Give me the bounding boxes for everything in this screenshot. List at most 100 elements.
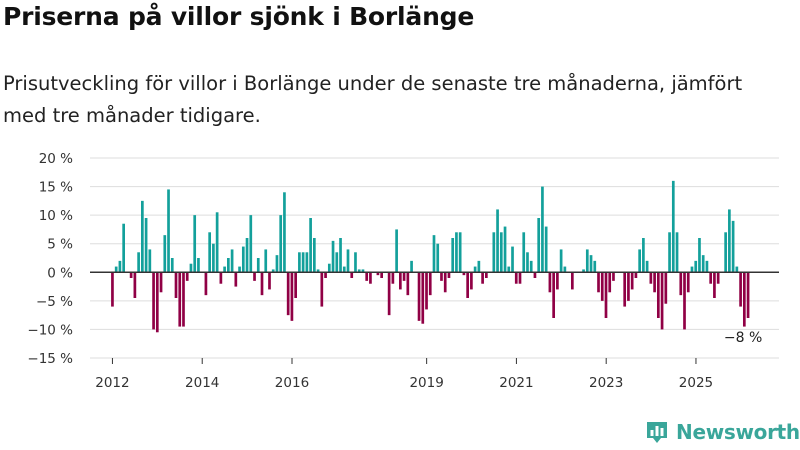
bar [111,272,114,307]
bar [589,255,593,273]
bar [141,200,144,273]
bar [690,266,694,273]
bar [174,272,178,298]
bar [701,255,705,273]
bar [271,269,275,273]
bar [518,272,522,284]
bar [473,266,477,273]
bar [570,272,574,290]
bar [361,269,365,273]
bar [645,260,649,273]
bar [593,260,597,273]
bar [432,235,436,273]
bar [537,218,541,273]
bar [417,272,421,321]
bar [698,238,701,273]
bar [137,252,140,273]
y-tick-label: 0 % [47,265,73,281]
bar [286,272,290,316]
x-tick-label: 2014 [185,375,219,391]
bar [485,272,488,278]
bar [612,272,615,281]
bar [668,232,671,273]
bar [208,232,211,273]
bar [511,246,514,273]
bar [204,272,208,296]
bar [354,252,357,273]
x-tick-label: 2016 [275,375,309,391]
last-value-annotation: −8 % [724,330,762,346]
bar [499,232,503,273]
bar [604,272,608,318]
bar [739,272,742,307]
bar [327,263,331,273]
bar [253,272,256,281]
bar [212,243,215,273]
bar [144,218,148,273]
bars [111,180,750,333]
bar [410,260,413,273]
bar [552,272,555,318]
bar [451,238,455,273]
bar [309,218,312,273]
bar [305,252,309,273]
bar [346,249,350,273]
bar [496,209,499,273]
bar [283,192,286,273]
bar [122,223,125,273]
bar [316,269,320,273]
bar [197,258,200,273]
y-tick-label: 10 % [39,208,73,224]
x-tick-label: 2023 [589,375,623,391]
bar [376,272,380,276]
chart-title: Priserna på villor sjönk i Borlänge [3,2,475,31]
bar [436,243,440,273]
bar [256,258,260,273]
bar [728,209,731,273]
bar [170,258,174,273]
x-tick-label: 2021 [499,375,533,391]
bar [320,272,324,307]
bar [365,272,369,281]
x-tick-label: 2019 [409,375,443,391]
bar [458,232,462,273]
bar [387,272,391,316]
bar [630,272,634,290]
bar [264,249,268,273]
y-axis: −15 % −10 % −5 % 0 % 5 % 10 % 15 % 20 % [27,151,73,367]
bar [466,272,469,298]
bar [746,272,750,318]
bar [683,272,686,330]
bar [223,266,226,273]
bar [582,269,585,273]
bar [335,252,339,273]
bar [653,272,656,293]
bar [425,272,428,310]
bar [234,272,238,287]
bar [735,266,739,273]
bar [470,272,473,290]
bar [290,272,294,321]
bar [514,272,518,284]
bar [357,269,361,273]
bar [597,272,600,293]
bar [189,263,193,273]
bar [544,226,548,273]
y-tick-label: −10 % [27,322,73,338]
bar [324,272,327,278]
bar [664,272,668,304]
bar [301,252,305,273]
bar [238,266,241,273]
bar [440,272,443,281]
bar [724,232,727,273]
bar [399,272,402,290]
bar [462,272,466,276]
bar [660,272,664,330]
bar [331,240,335,273]
bar [477,260,481,273]
bar [380,272,383,278]
bar [608,272,612,293]
bar [585,249,589,273]
bar [275,255,279,273]
bar [563,266,567,273]
